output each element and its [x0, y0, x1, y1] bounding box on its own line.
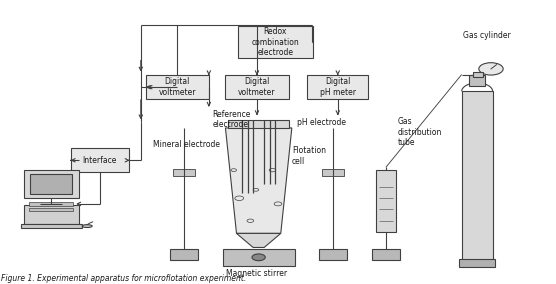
Text: Redox
combination
electrode: Redox combination electrode: [251, 27, 299, 57]
Circle shape: [252, 254, 265, 261]
Bar: [322, 169, 344, 176]
Text: pH electrode: pH electrode: [297, 118, 346, 127]
Text: Gas cylinder: Gas cylinder: [463, 31, 511, 40]
Text: Gas
distribution
tube: Gas distribution tube: [398, 117, 442, 147]
Bar: [372, 249, 400, 260]
Bar: [29, 208, 73, 211]
Polygon shape: [225, 128, 292, 233]
Polygon shape: [236, 233, 281, 247]
Circle shape: [479, 63, 503, 75]
Bar: [228, 120, 289, 128]
Text: Magnetic stirrer: Magnetic stirrer: [226, 269, 287, 278]
Text: Digital
voltmeter: Digital voltmeter: [238, 78, 276, 97]
Ellipse shape: [82, 225, 92, 227]
Bar: [170, 249, 198, 260]
Text: Interface: Interface: [83, 156, 117, 165]
Bar: [238, 26, 312, 58]
Bar: [21, 224, 82, 228]
Bar: [376, 170, 396, 232]
Bar: [459, 259, 495, 267]
Text: Mineral electrode: Mineral electrode: [153, 140, 220, 149]
Bar: [222, 249, 295, 266]
Bar: [29, 202, 73, 206]
Text: Reference
electrode: Reference electrode: [213, 110, 251, 129]
Text: Figure 1. Experimental apparatus for microflotation experiment.: Figure 1. Experimental apparatus for mic…: [1, 273, 247, 283]
Text: Digital
pH meter: Digital pH meter: [320, 78, 356, 97]
Bar: [307, 75, 368, 99]
Bar: [469, 74, 485, 86]
Bar: [473, 72, 483, 77]
Bar: [23, 205, 79, 224]
Bar: [146, 75, 209, 99]
Bar: [23, 170, 79, 198]
Text: Flotation
cell: Flotation cell: [292, 146, 326, 166]
Bar: [173, 169, 195, 176]
Bar: [320, 249, 347, 260]
Text: Digital
voltmeter: Digital voltmeter: [158, 78, 196, 97]
Bar: [225, 75, 289, 99]
Bar: [461, 91, 493, 260]
Bar: [30, 174, 72, 194]
Bar: [71, 148, 129, 172]
